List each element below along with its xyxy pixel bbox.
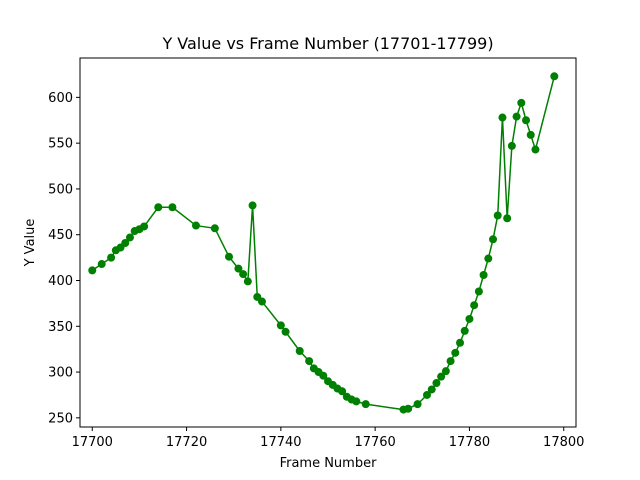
data-point	[446, 357, 455, 366]
y-tick-label: 400	[48, 274, 73, 289]
data-point	[470, 301, 479, 310]
data-point	[451, 348, 460, 357]
data-point	[503, 214, 512, 223]
data-point	[465, 314, 474, 323]
data-point	[437, 372, 446, 381]
data-point	[97, 260, 106, 269]
data-point	[550, 72, 559, 81]
data-point	[507, 141, 516, 150]
x-tick-label: 17700	[72, 435, 113, 450]
data-point	[423, 390, 432, 399]
x-tick-label: 17760	[354, 435, 395, 450]
data-point	[191, 221, 200, 230]
data-point	[210, 224, 219, 233]
data-point	[474, 287, 483, 296]
plot-area	[79, 57, 577, 428]
data-point	[441, 367, 450, 376]
data-point	[361, 400, 370, 409]
data-point	[427, 385, 436, 394]
y-tick-label: 300	[48, 366, 73, 381]
data-point	[432, 379, 441, 388]
y-tick-label: 500	[48, 182, 73, 197]
x-axis-ticks: 17700 17720 17740 17760 17780 17800	[72, 427, 584, 450]
data-point	[498, 113, 507, 122]
data-point	[168, 203, 177, 212]
data-point	[512, 112, 521, 121]
data-point	[140, 222, 149, 231]
data-point	[413, 400, 422, 409]
data-point	[531, 145, 540, 154]
data-point	[460, 326, 469, 335]
y-tick-label: 550	[48, 137, 73, 152]
chart-title: Y Value vs Frame Number (17701-17799)	[161, 34, 493, 53]
y-tick-label: 250	[48, 411, 73, 426]
data-point	[522, 116, 531, 125]
y-tick-label: 600	[48, 91, 73, 106]
axes-frame	[79, 57, 577, 428]
data-point	[248, 201, 257, 210]
data-point	[88, 266, 97, 275]
data-point	[517, 98, 526, 107]
data-point	[234, 264, 243, 273]
data-point	[319, 371, 328, 380]
x-tick-label: 17780	[449, 435, 490, 450]
y-tick-label: 450	[48, 228, 73, 243]
data-point	[489, 235, 498, 244]
data-point	[125, 233, 134, 242]
data-point	[154, 203, 163, 212]
data-point	[239, 270, 248, 279]
data-point	[456, 338, 465, 347]
data-point	[493, 211, 502, 220]
data-point	[281, 327, 290, 336]
series-layer	[88, 72, 559, 414]
y-tick-label: 350	[48, 320, 73, 335]
data-point	[224, 252, 233, 261]
data-point	[243, 277, 252, 286]
x-tick-label: 17720	[166, 435, 207, 450]
data-point	[295, 347, 304, 355]
x-axis-label: Frame Number	[280, 456, 378, 471]
data-point	[121, 238, 130, 247]
y-axis-ticks: 250 300 350 400 450 500 550 600	[48, 91, 80, 426]
data-point	[107, 253, 116, 262]
data-point	[479, 271, 488, 279]
data-point	[338, 387, 347, 396]
x-tick-label: 17800	[543, 435, 584, 450]
data-point	[526, 130, 535, 139]
data-point	[305, 357, 314, 366]
data-point	[404, 404, 413, 413]
data-point	[276, 321, 285, 330]
y-axis-label: Y Value	[23, 219, 38, 268]
x-tick-label: 17740	[260, 435, 301, 450]
data-point	[352, 397, 361, 406]
data-point	[484, 254, 493, 263]
data-point	[257, 297, 266, 306]
